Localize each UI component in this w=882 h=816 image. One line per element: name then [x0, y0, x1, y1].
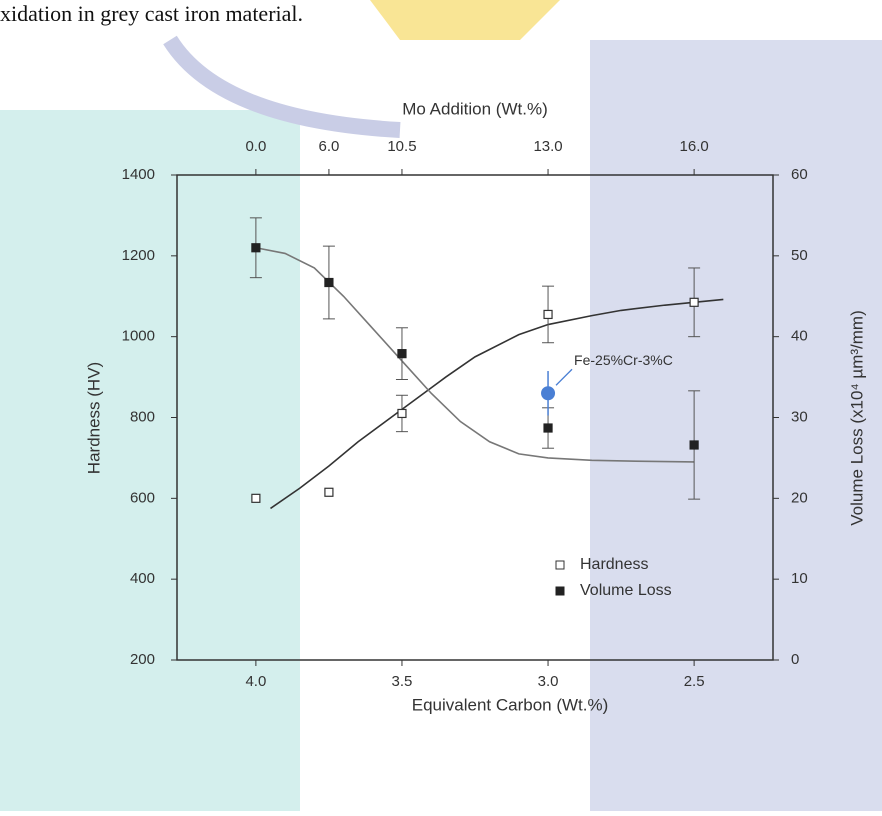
- x2-tick-label: 16.0: [680, 138, 709, 155]
- legend-label: Hardness: [580, 556, 648, 573]
- point: [251, 243, 261, 253]
- point: [397, 408, 407, 419]
- y-tick-label: 600: [130, 489, 155, 506]
- point: [324, 277, 334, 288]
- y-tick-label: 200: [130, 651, 155, 668]
- legend-marker: [555, 560, 565, 570]
- x2-tick-label: 13.0: [533, 138, 562, 155]
- x2-tick-label: 10.5: [387, 138, 416, 155]
- y-axis-label: Hardness (HV): [84, 362, 103, 474]
- y-tick-label: 1000: [122, 328, 155, 345]
- annotation-arrow: [555, 368, 573, 386]
- x-tick-label: 3.0: [538, 673, 559, 690]
- x-tick-label: 4.0: [245, 673, 266, 690]
- point: [689, 297, 699, 307]
- fit-curve: [270, 298, 724, 510]
- watermark-arc: [163, 35, 401, 138]
- point: [543, 309, 553, 320]
- point: [689, 440, 699, 450]
- point: [324, 487, 334, 497]
- x-tick-label: 2.5: [684, 673, 705, 690]
- watermark-yellow: [370, 0, 560, 40]
- y2-tick-label: 40: [791, 328, 808, 345]
- y-tick-label: 1400: [122, 166, 155, 183]
- page-text: xidation in grey cast iron material.: [0, 1, 303, 26]
- watermark-teal: [0, 110, 300, 811]
- legend-label: Volume Loss: [580, 582, 672, 599]
- annotation-point: [541, 386, 556, 401]
- point: [251, 493, 261, 503]
- y-tick-label: 800: [130, 408, 155, 425]
- x2-tick-label: 0.0: [245, 138, 266, 155]
- y2-tick-label: 20: [791, 489, 808, 506]
- annotation-text: Fe-25%Cr-3%C: [574, 352, 673, 368]
- y2-axis-label: Volume Loss (x10⁴ µm³/mm): [847, 310, 866, 525]
- y-tick-label: 1200: [122, 247, 155, 264]
- x2-axis-label: Mo Addition (Wt.%): [402, 99, 548, 118]
- fit-curve: [255, 246, 695, 463]
- watermark-purple: [590, 40, 882, 811]
- legend-marker: [555, 586, 565, 596]
- point: [543, 423, 553, 433]
- y2-tick-label: 0: [791, 651, 799, 668]
- y2-tick-label: 50: [791, 247, 808, 264]
- watermark-notch: [300, 740, 560, 811]
- x-axis-label: Equivalent Carbon (Wt.%): [412, 695, 609, 714]
- x2-tick-label: 6.0: [318, 138, 339, 155]
- y2-tick-label: 30: [791, 408, 808, 425]
- x-tick-label: 3.5: [392, 673, 413, 690]
- y2-tick-label: 60: [791, 166, 808, 183]
- y-tick-label: 400: [130, 570, 155, 587]
- point: [397, 349, 407, 359]
- y2-tick-label: 10: [791, 570, 808, 587]
